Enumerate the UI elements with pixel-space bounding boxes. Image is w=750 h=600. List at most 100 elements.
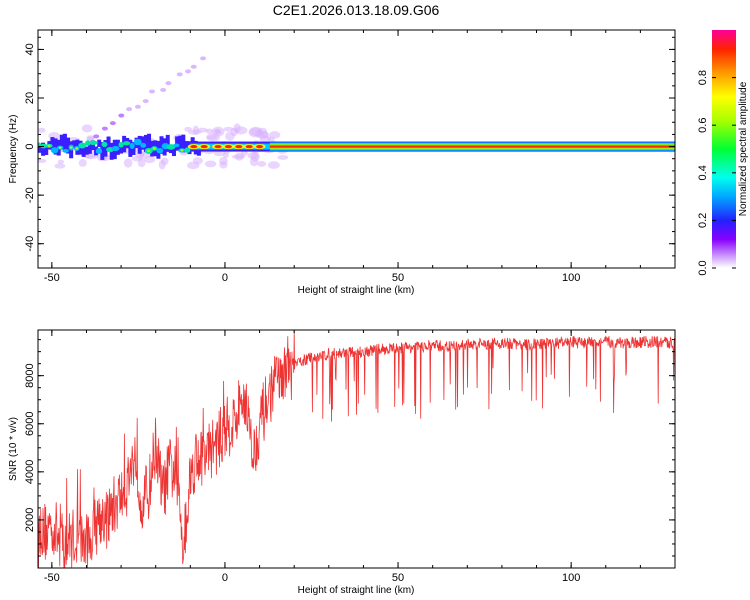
heatmap-noise-cell	[106, 136, 111, 149]
heatmap-noise-cell	[85, 140, 91, 146]
heatmap-noise-cell	[122, 141, 131, 146]
heatmap-halo-cell	[254, 130, 264, 139]
heatmap-halo-cell	[249, 156, 259, 167]
heatmap-noise-cell	[72, 140, 77, 149]
heatmap-halo-cell	[81, 124, 93, 133]
x-tick-label: -50	[44, 572, 60, 584]
heatmap-noise-cell	[103, 140, 108, 157]
x-tick-label: -50	[44, 272, 60, 284]
heatmap-noise-cell	[81, 143, 86, 157]
x-tick-label: 100	[562, 572, 580, 584]
snr-ticks: -50 0 50 100 2000 4000 6000 8000	[24, 330, 676, 584]
heatmap-halo-cell	[247, 152, 259, 159]
heatmap-halo-cell	[123, 158, 133, 168]
colorbar-tick-label: 0.4	[697, 165, 709, 180]
colorbar: 0.0 0.2 0.4 0.6 0.8 Normalized spectral ampl…	[697, 30, 749, 276]
heatmap-halo-cell	[267, 161, 280, 169]
heatmap-harmonic-cell	[126, 107, 133, 112]
y-tick-label: 40	[24, 43, 36, 55]
heatmap-noise-cell	[147, 149, 151, 153]
heatmap-halo-cell	[225, 131, 235, 141]
heatmap-noise-cell	[178, 135, 183, 151]
heatmap-noise-cell	[101, 141, 108, 148]
heatmap-noise-cell	[75, 147, 79, 150]
heatmap-plot-frame	[37, 29, 676, 269]
heatmap-noise-cell	[140, 142, 147, 148]
snr-y-axis-label: SNR (10 * v/v)	[8, 417, 19, 481]
heatmap-noise-cell	[95, 147, 103, 155]
heatmap-peak-cell	[190, 144, 198, 149]
heatmap-noise-cell	[69, 146, 73, 149]
heatmap-halo-cell	[38, 127, 46, 133]
heatmap-noise-cell	[100, 142, 105, 160]
colorbar-tick-label: 0.0	[697, 260, 709, 275]
colorbar-tick-label: 0.8	[697, 70, 709, 85]
y-tick-label: 2000	[24, 508, 36, 532]
y-tick-label: 8000	[24, 363, 36, 387]
heatmap-halo-cell	[54, 163, 66, 169]
heatmap-harmonic-cell	[101, 126, 108, 131]
heatmap-noise-cell	[50, 147, 59, 154]
heatmap-y-axis-label: Frequency (Hz)	[8, 115, 19, 184]
heatmap-noise-cell	[78, 142, 87, 149]
y-tick-label: -20	[24, 187, 36, 203]
heatmap-harmonic-cell	[160, 87, 167, 92]
heatmap-harmonic-cell	[118, 113, 125, 118]
heatmap-halo-cell	[223, 126, 234, 132]
heatmap-noise-cell	[143, 134, 148, 153]
heatmap-halo-cell	[38, 158, 47, 163]
heatmap-noise-cell	[133, 138, 142, 146]
heatmap-noise-cell	[47, 144, 51, 148]
heatmap-halo-cell	[206, 135, 218, 140]
heatmap-noise-cell	[53, 138, 58, 155]
heatmap-noise-cell	[50, 137, 55, 151]
heatmap-x-axis-label: Height of straight line (km)	[298, 285, 415, 296]
heatmap-harmonic-cell	[176, 72, 183, 77]
heatmap-noise-cell	[90, 140, 95, 151]
heatmap-noise-cell	[184, 141, 189, 151]
heatmap-halo-cell	[188, 129, 202, 135]
snr-series-line	[38, 330, 675, 568]
heatmap-peak-cell	[235, 144, 243, 149]
colorbar-tick-label: 0.2	[697, 213, 709, 228]
y-tick-label: 4000	[24, 460, 36, 484]
snr-x-axis-label: Height of straight line (km)	[298, 585, 415, 596]
heatmap-noise-cell	[38, 143, 42, 153]
colorbar-ticks: 0.0 0.2 0.4 0.6 0.8	[697, 70, 736, 276]
heatmap-peak-cell	[224, 144, 232, 149]
heatmap-noise-cell	[87, 142, 92, 154]
heatmap-harmonic-cell	[148, 89, 155, 94]
y-tick-label: -40	[24, 236, 36, 252]
heatmap-halo-cell	[85, 154, 98, 160]
heatmap-halo-cell	[267, 136, 275, 142]
heatmap-noise-cell	[184, 147, 191, 153]
heatmap-noise-cell	[66, 137, 71, 154]
heatmap-harmonic-cell	[109, 121, 116, 126]
heatmap-panel: -50 0 50 100 -40 -20 0 20 40 Height of straight …	[8, 29, 676, 296]
heatmap-halo-cell	[184, 126, 192, 132]
heatmap-noise-cell	[88, 140, 98, 146]
heatmap-noise-cell	[84, 146, 89, 155]
colorbar-tick-label: 0.6	[697, 118, 709, 133]
heatmap-noise-cell	[181, 134, 186, 153]
heatmap-peak-cell	[245, 144, 253, 149]
heatmap-halo-cell	[205, 128, 214, 134]
x-tick-label: 50	[392, 572, 404, 584]
figure-title: C2E1.2026.013.18.09.G06	[273, 2, 440, 18]
heatmap-noise-cell	[118, 141, 124, 148]
heatmap-tone-core	[269, 145, 675, 148]
heatmap-noise-cell	[41, 142, 46, 156]
heatmap-noise-cell	[129, 142, 135, 150]
heatmap-halo-cell	[57, 159, 65, 164]
x-tick-label: 50	[392, 272, 404, 284]
heatmap-noise-cell	[128, 139, 133, 157]
y-tick-label: 20	[24, 92, 36, 104]
heatmap-noise-cell	[147, 133, 152, 151]
heatmap-noise-cell	[152, 147, 156, 150]
heatmap-noise-cell	[97, 139, 102, 147]
heatmap-halo-cell	[160, 157, 169, 166]
heatmap-noise-cell	[119, 145, 124, 154]
heatmap-noise-cell	[159, 136, 164, 154]
heatmap-noise-cell	[39, 143, 48, 149]
